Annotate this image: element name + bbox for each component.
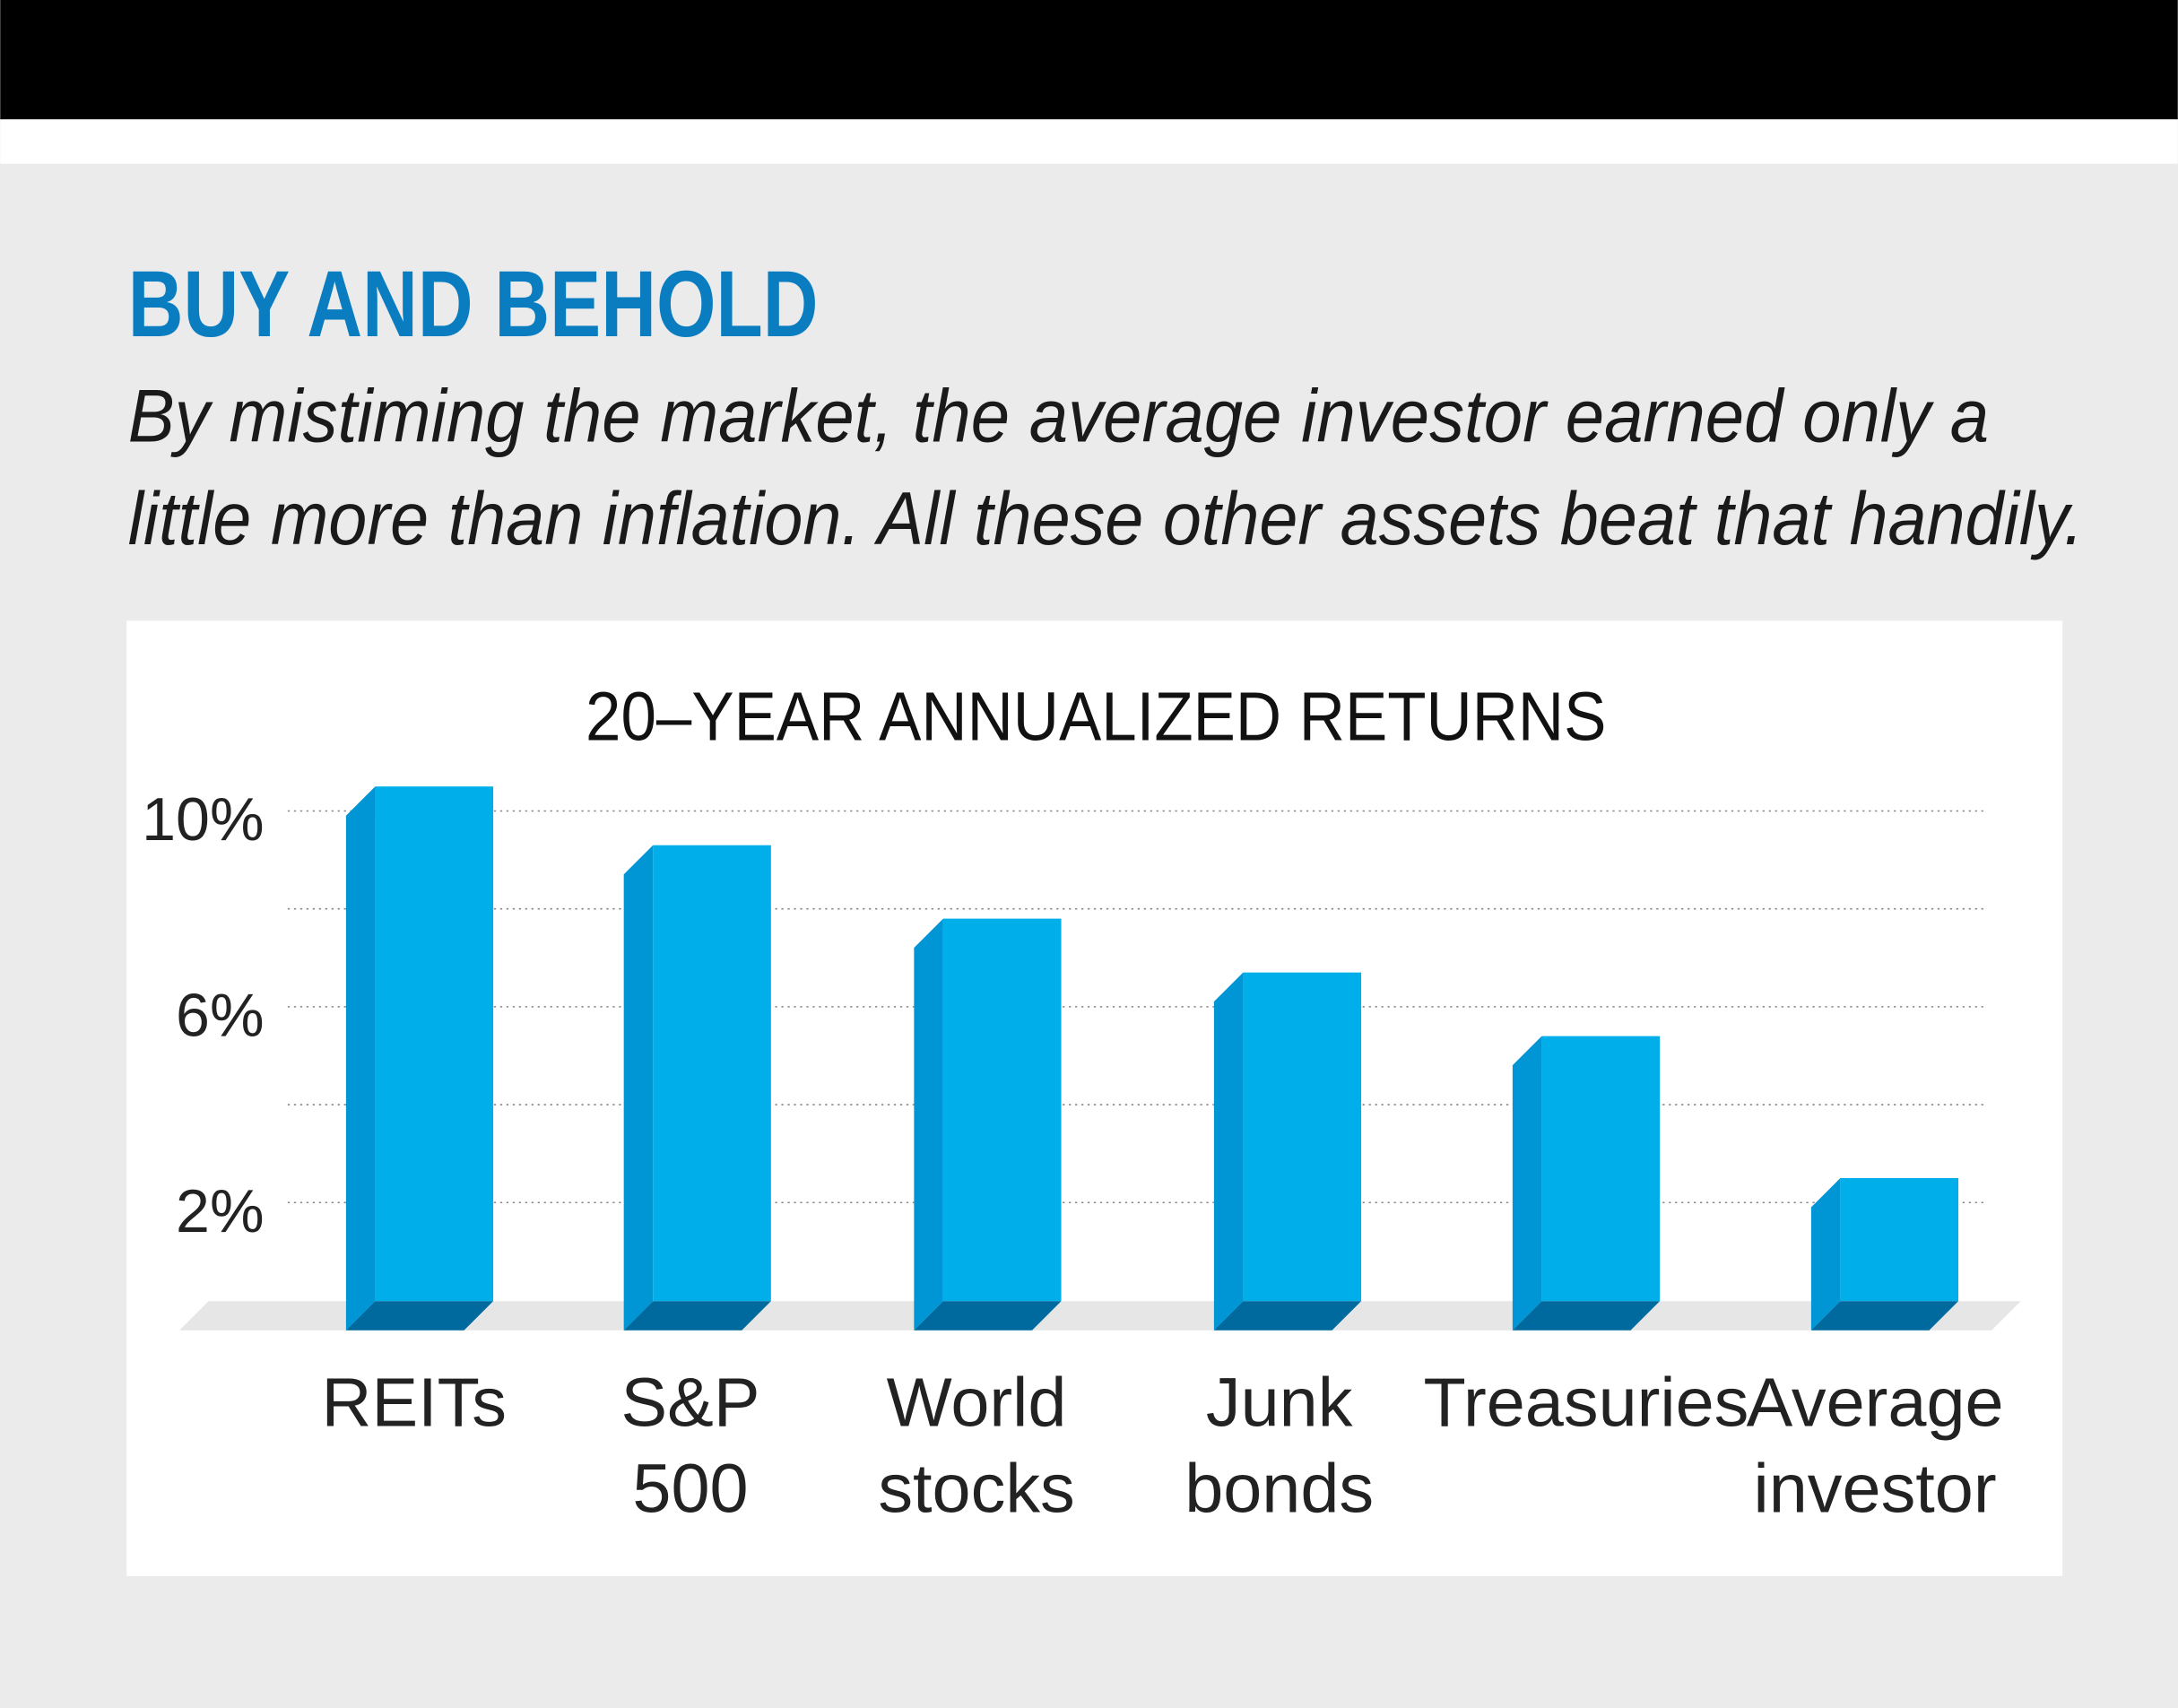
bar-side-face <box>345 786 376 1331</box>
bar-base <box>914 1301 1062 1331</box>
bar-base <box>1810 1301 1959 1331</box>
bar-front-face <box>942 918 1062 1302</box>
bar-side-face <box>914 918 943 1331</box>
category-label: Junk <box>1206 1365 1353 1442</box>
category-labels: REITs S&P 500 World stocks Junk bonds Treasurie… <box>322 1365 2004 1528</box>
y-tick-label: 2% <box>176 1177 264 1245</box>
bar-front-face <box>375 786 494 1302</box>
bar <box>1810 1177 1959 1331</box>
bar-base <box>1213 1301 1362 1331</box>
subtitle-line-2: little more than inflation. All these ot… <box>128 476 2084 560</box>
category-label: bonds <box>1184 1451 1374 1528</box>
bar-front-face <box>653 845 771 1302</box>
bar-side-face <box>1213 972 1244 1331</box>
category-label: 500 <box>632 1451 748 1528</box>
bar-side-face <box>1810 1177 1841 1331</box>
bar-base <box>623 1301 771 1331</box>
gridlines <box>287 810 1987 1204</box>
bars <box>345 786 1959 1331</box>
y-tick-label: 6% <box>176 981 264 1049</box>
bar <box>1213 972 1362 1331</box>
bar-base <box>345 1301 494 1331</box>
y-axis-ticks: 2% 6% 10% <box>142 785 264 1245</box>
category-label: Treasuries <box>1424 1365 1749 1442</box>
category-label: investor <box>1754 1451 1997 1528</box>
category-label: S&P <box>621 1365 760 1442</box>
bar-base <box>1512 1301 1661 1331</box>
top-white-strip <box>0 119 2178 164</box>
category-label: World <box>887 1365 1067 1442</box>
bar <box>1512 1036 1661 1331</box>
category-label: REITs <box>322 1365 507 1442</box>
bar-front-face <box>1541 1036 1661 1302</box>
bar <box>623 845 771 1331</box>
top-black-bar <box>0 0 2178 120</box>
category-label: Average <box>1747 1365 2004 1442</box>
bar-front-face <box>1840 1177 1959 1302</box>
category-label: stocks <box>878 1451 1074 1528</box>
headline: BUY AND BEHOLD <box>128 252 819 357</box>
chart-title: 20–YEAR ANNUALIZED RETURNS <box>586 679 1606 756</box>
bar <box>914 918 1062 1331</box>
bar-front-face <box>1243 972 1362 1302</box>
bar-side-face <box>623 845 654 1331</box>
bar-side-face <box>1512 1036 1542 1331</box>
subtitle-line-1: By mistiming the market, the average inv… <box>128 374 1989 458</box>
y-tick-label: 10% <box>142 785 264 854</box>
bar <box>345 786 494 1331</box>
